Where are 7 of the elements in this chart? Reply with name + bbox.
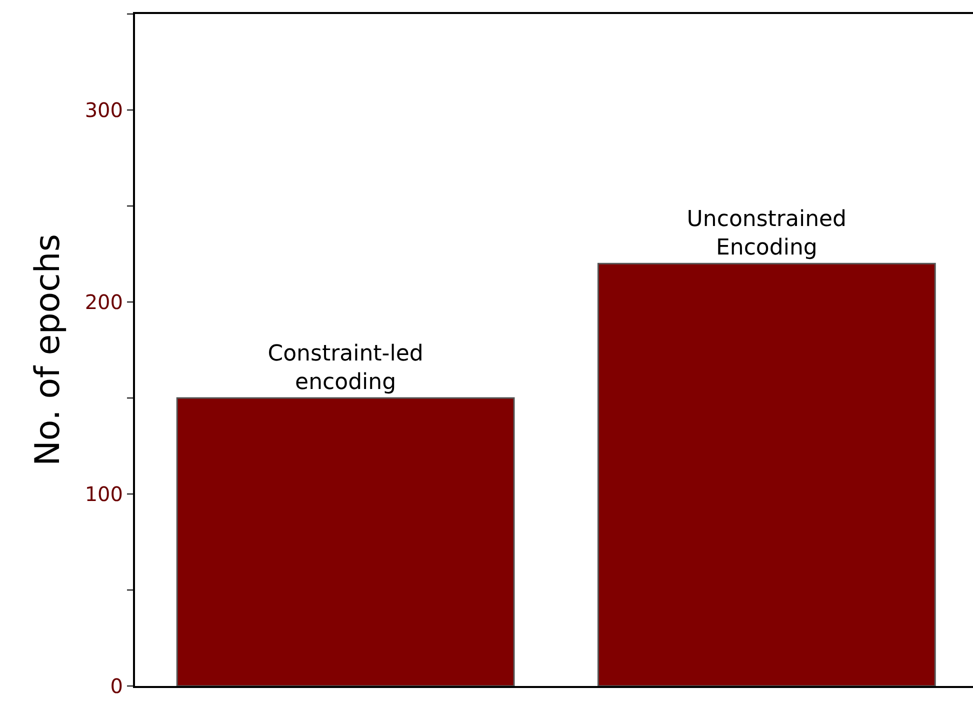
y-axis-title: No. of epochs bbox=[28, 234, 68, 466]
x-tick-label: Unconstrained Encoding bbox=[686, 207, 847, 261]
y-tick-label: 200 bbox=[84, 290, 123, 314]
x-tick-label: Constraint-led encoding bbox=[268, 341, 424, 395]
y-tick-label: 0 bbox=[110, 674, 123, 698]
y-tick-label: 300 bbox=[84, 98, 123, 122]
y-tick-label: 100 bbox=[84, 482, 123, 506]
